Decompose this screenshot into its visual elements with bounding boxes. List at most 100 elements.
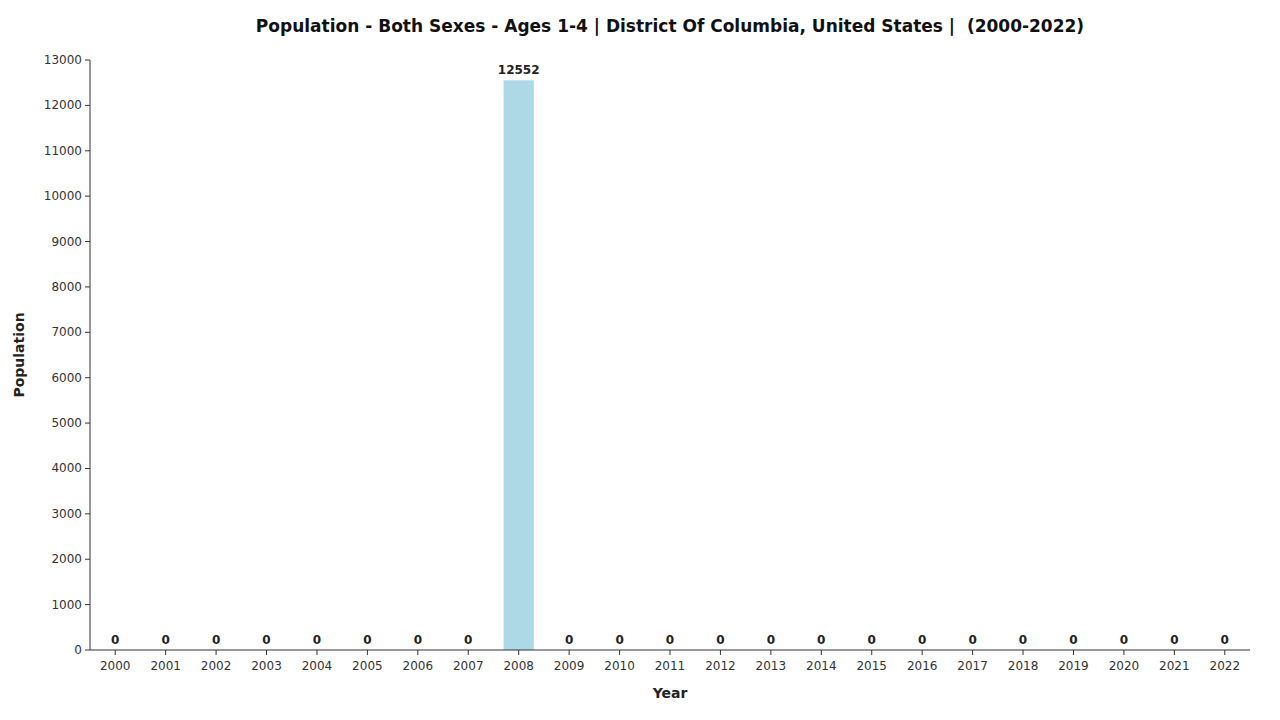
x-tick-label: 2011 — [655, 659, 686, 673]
chart-container: 0000000012552000000000000000100020003000… — [0, 0, 1280, 720]
x-tick — [1023, 650, 1024, 655]
data-label: 0 — [565, 633, 573, 647]
y-tick-label: 12000 — [44, 98, 82, 112]
data-label: 0 — [1069, 633, 1077, 647]
x-tick-label: 2016 — [907, 659, 938, 673]
x-tick — [770, 650, 771, 655]
x-tick-label: 2001 — [150, 659, 181, 673]
data-label: 0 — [767, 633, 775, 647]
x-tick — [1123, 650, 1124, 655]
chart-svg: 0000000012552000000000000000100020003000… — [0, 0, 1280, 720]
y-tick-label: 7000 — [51, 325, 82, 339]
x-tick — [1174, 650, 1175, 655]
data-label: 0 — [212, 633, 220, 647]
y-tick-label: 2000 — [51, 552, 82, 566]
x-tick — [569, 650, 570, 655]
y-tick — [85, 196, 90, 197]
data-label: 0 — [161, 633, 169, 647]
data-label: 0 — [313, 633, 321, 647]
data-label: 0 — [968, 633, 976, 647]
x-tick-label: 2006 — [403, 659, 434, 673]
y-tick-label: 13000 — [44, 53, 82, 67]
data-label: 0 — [817, 633, 825, 647]
x-tick — [1224, 650, 1225, 655]
data-labels: 000000001255200000000000000 — [111, 63, 1229, 647]
x-axis-label: Year — [652, 685, 688, 701]
y-tick — [85, 513, 90, 514]
x-tick-label: 2008 — [503, 659, 534, 673]
x-tick-label: 2015 — [856, 659, 887, 673]
title: Population - Both Sexes - Ages 1-4 | Dis… — [256, 16, 1084, 36]
y-tick-label: 1000 — [51, 598, 82, 612]
x-tick-label: 2010 — [604, 659, 635, 673]
axes: 0100020003000400050006000700080009000100… — [44, 53, 1250, 673]
y-tick — [85, 332, 90, 333]
x-tick-label: 2002 — [201, 659, 232, 673]
y-tick-label: 3000 — [51, 507, 82, 521]
data-label: 0 — [716, 633, 724, 647]
x-tick-label: 2012 — [705, 659, 736, 673]
x-tick-label: 2019 — [1058, 659, 1089, 673]
x-tick-label: 2000 — [100, 659, 131, 673]
x-tick — [871, 650, 872, 655]
x-tick — [417, 650, 418, 655]
x-tick — [670, 650, 671, 655]
x-tick-label: 2014 — [806, 659, 837, 673]
y-tick-label: 9000 — [51, 235, 82, 249]
data-label: 0 — [363, 633, 371, 647]
y-tick — [85, 468, 90, 469]
data-label: 0 — [464, 633, 472, 647]
y-tick — [85, 286, 90, 287]
y-tick-label: 6000 — [51, 371, 82, 385]
x-tick — [518, 650, 519, 655]
y-tick — [85, 150, 90, 151]
x-tick-label: 2009 — [554, 659, 585, 673]
x-tick-label: 2020 — [1109, 659, 1140, 673]
x-tick — [972, 650, 973, 655]
y-tick-label: 0 — [74, 643, 82, 657]
data-label: 0 — [111, 633, 119, 647]
y-tick — [85, 423, 90, 424]
y-tick — [85, 60, 90, 61]
y-tick-label: 5000 — [51, 416, 82, 430]
y-tick-label: 11000 — [44, 144, 82, 158]
x-tick — [165, 650, 166, 655]
x-tick-label: 2004 — [302, 659, 333, 673]
x-tick-label: 2003 — [251, 659, 282, 673]
x-tick — [1073, 650, 1074, 655]
data-label: 0 — [615, 633, 623, 647]
bars — [504, 80, 534, 650]
x-tick-label: 2007 — [453, 659, 484, 673]
data-label: 0 — [414, 633, 422, 647]
data-label: 0 — [1120, 633, 1128, 647]
y-axis-label: Population — [11, 312, 27, 397]
x-tick — [316, 650, 317, 655]
data-label: 0 — [918, 633, 926, 647]
data-label: 0 — [1019, 633, 1027, 647]
x-tick — [720, 650, 721, 655]
data-label: 0 — [868, 633, 876, 647]
data-label: 12552 — [498, 63, 540, 77]
x-tick — [115, 650, 116, 655]
x-tick-label: 2017 — [957, 659, 988, 673]
data-label: 0 — [666, 633, 674, 647]
y-tick — [85, 105, 90, 106]
x-tick — [821, 650, 822, 655]
y-tick-label: 10000 — [44, 189, 82, 203]
x-tick — [619, 650, 620, 655]
x-tick — [216, 650, 217, 655]
x-tick — [266, 650, 267, 655]
x-tick-label: 2021 — [1159, 659, 1190, 673]
bar — [504, 80, 534, 650]
x-tick-label: 2022 — [1210, 659, 1241, 673]
y-axis-line — [90, 60, 91, 650]
y-tick — [85, 377, 90, 378]
data-label: 0 — [1221, 633, 1229, 647]
x-tick-label: 2013 — [756, 659, 787, 673]
y-tick — [85, 241, 90, 242]
y-tick-label: 4000 — [51, 461, 82, 475]
x-tick-label: 2018 — [1008, 659, 1039, 673]
x-tick — [468, 650, 469, 655]
y-tick — [85, 559, 90, 560]
x-tick — [367, 650, 368, 655]
